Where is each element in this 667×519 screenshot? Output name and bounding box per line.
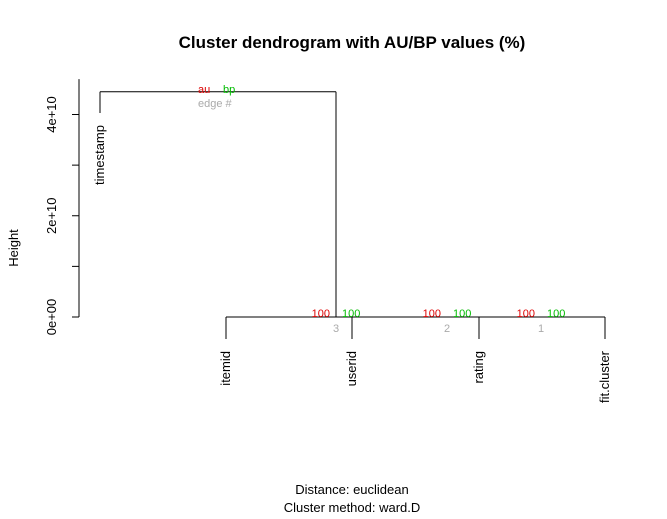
leaf-label-2: userid — [344, 351, 359, 386]
y-tick-label-2: 4e+10 — [44, 96, 59, 133]
leaf-label-3: rating — [471, 351, 486, 384]
bp-value-3: 100 — [342, 308, 360, 320]
au-value-3: 100 — [312, 308, 330, 320]
edge-number-3: 3 — [333, 323, 339, 335]
au-value-2: 100 — [423, 308, 441, 320]
dendrogram-tree — [99, 91, 606, 339]
leaf-label-0: timestamp — [92, 125, 107, 185]
leaf-label-1: itemid — [218, 351, 233, 386]
y-tick-label-0: 0e+00 — [44, 299, 59, 336]
legend-bp: bp — [223, 84, 235, 96]
y-axis-label: Height — [6, 229, 21, 267]
au-value-1: 100 — [517, 308, 535, 320]
leaf-labels: timestamp itemid userid rating fit.cluster — [92, 125, 612, 403]
distance-subtitle: Distance: euclidean — [295, 482, 408, 497]
y-tick-label-1: 2e+10 — [44, 197, 59, 234]
edge-number-2: 2 — [444, 323, 450, 335]
bp-value-2: 100 — [453, 308, 471, 320]
legend-au: au — [198, 84, 210, 96]
edge-number-1: 1 — [538, 323, 544, 335]
bp-value-1: 100 — [547, 308, 565, 320]
au-bp-legend: au bp edge # — [198, 84, 235, 110]
cluster-method-subtitle: Cluster method: ward.D — [284, 500, 421, 515]
legend-edge: edge # — [198, 98, 233, 110]
y-axis: 0e+00 2e+10 4e+10 — [44, 79, 80, 336]
chart-title: Cluster dendrogram with AU/BP values (%) — [179, 33, 526, 52]
leaf-label-4: fit.cluster — [597, 350, 612, 403]
